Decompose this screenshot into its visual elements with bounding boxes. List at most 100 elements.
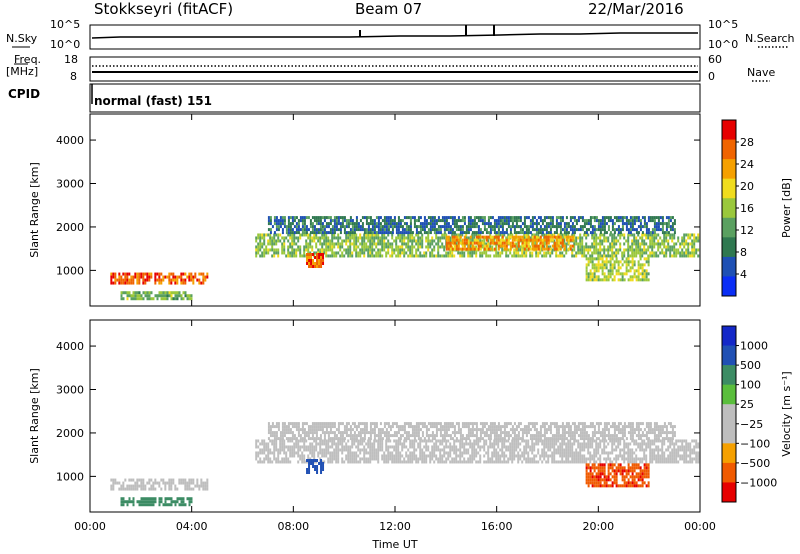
data-cell: [190, 478, 193, 482]
data-cell: [561, 254, 564, 258]
data-cell: [497, 225, 500, 229]
data-cell: [313, 457, 316, 461]
data-cell: [313, 422, 316, 426]
data-cell: [395, 254, 398, 258]
data-cell: [593, 484, 596, 488]
data-cell: [371, 236, 374, 240]
data-cell: [693, 248, 696, 252]
data-cell: [613, 469, 616, 473]
data-cell: [381, 233, 384, 237]
data-cell: [357, 448, 360, 452]
data-cell: [505, 439, 508, 443]
data-cell: [355, 434, 358, 438]
data-cell: [465, 233, 468, 237]
data-cell: [561, 439, 564, 443]
data-cell: [162, 478, 165, 482]
data-cell: [569, 225, 572, 229]
data-cell: [477, 235, 480, 239]
data-cell: [311, 248, 314, 252]
data-cell: [387, 422, 390, 426]
data-cell: [515, 225, 518, 229]
data-cell: [349, 219, 352, 223]
data-cell: [535, 241, 538, 245]
data-cell: [621, 454, 624, 458]
data-cell: [643, 469, 646, 473]
data-cell: [507, 233, 510, 237]
data-cell: [487, 247, 490, 251]
data-cell: [393, 457, 396, 461]
data-cell: [318, 262, 321, 266]
data-cell: [381, 431, 384, 435]
data-cell: [401, 434, 404, 438]
data-cell: [475, 460, 478, 464]
data-cell: [571, 451, 574, 455]
data-cell: [359, 431, 362, 435]
data-cell: [353, 233, 356, 237]
data-cell: [631, 463, 634, 467]
data-cell: [607, 478, 610, 482]
data-cell: [182, 297, 185, 301]
data-cell: [271, 245, 274, 249]
data-cell: [559, 254, 562, 258]
data-cell: [447, 445, 450, 449]
data-cell: [625, 475, 628, 479]
data-cell: [653, 228, 656, 232]
data-cell: [667, 445, 670, 449]
data-region: [110, 478, 209, 491]
data-cell: [371, 251, 374, 255]
data-cell: [309, 451, 312, 455]
data-cell: [531, 216, 534, 220]
data-cell: [184, 484, 187, 488]
data-cell: [349, 425, 352, 429]
data-cell: [397, 448, 400, 452]
data-cell: [373, 442, 376, 446]
data-cell: [585, 460, 588, 464]
data-cell: [603, 216, 606, 220]
data-cell: [160, 487, 163, 491]
data-cell: [543, 225, 546, 229]
data-cell: [265, 248, 268, 252]
data-cell: [471, 454, 474, 458]
data-cell: [547, 247, 550, 251]
data-cell: [597, 475, 600, 479]
data-cell: [269, 222, 272, 226]
data-cell: [427, 439, 430, 443]
data-cell: [685, 445, 688, 449]
data-cell: [531, 451, 534, 455]
data-cell: [279, 442, 282, 446]
data-cell: [653, 231, 656, 235]
data-cell: [589, 478, 592, 482]
data-cell: [643, 225, 646, 229]
data-cell: [194, 275, 197, 279]
data-cell: [613, 278, 616, 282]
data-cell: [377, 239, 380, 243]
data-cell: [361, 228, 364, 232]
data-cell: [515, 231, 518, 235]
data-cell: [685, 460, 688, 464]
data-cell: [481, 239, 484, 243]
data-cell: [321, 422, 324, 426]
data-cell: [363, 216, 366, 220]
data-cell: [587, 263, 590, 267]
data-cell: [188, 275, 191, 279]
data-cell: [549, 439, 552, 443]
data-cell: [533, 244, 536, 248]
data-cell: [493, 219, 496, 223]
data-cell: [555, 448, 558, 452]
data-cell: [531, 225, 534, 229]
data-cell: [539, 238, 542, 242]
data-cell: [615, 272, 618, 276]
data-cell: [357, 431, 360, 435]
data-cell: [295, 228, 298, 232]
data-cell: [389, 245, 392, 249]
data-cell: [631, 239, 634, 243]
data-cell: [561, 457, 564, 461]
data-cell: [549, 225, 552, 229]
data-cell: [130, 484, 133, 488]
data-cell: [265, 445, 268, 449]
data-cell: [162, 294, 165, 298]
data-cell: [319, 219, 322, 223]
data-cell: [435, 236, 438, 240]
data-cell: [393, 454, 396, 458]
